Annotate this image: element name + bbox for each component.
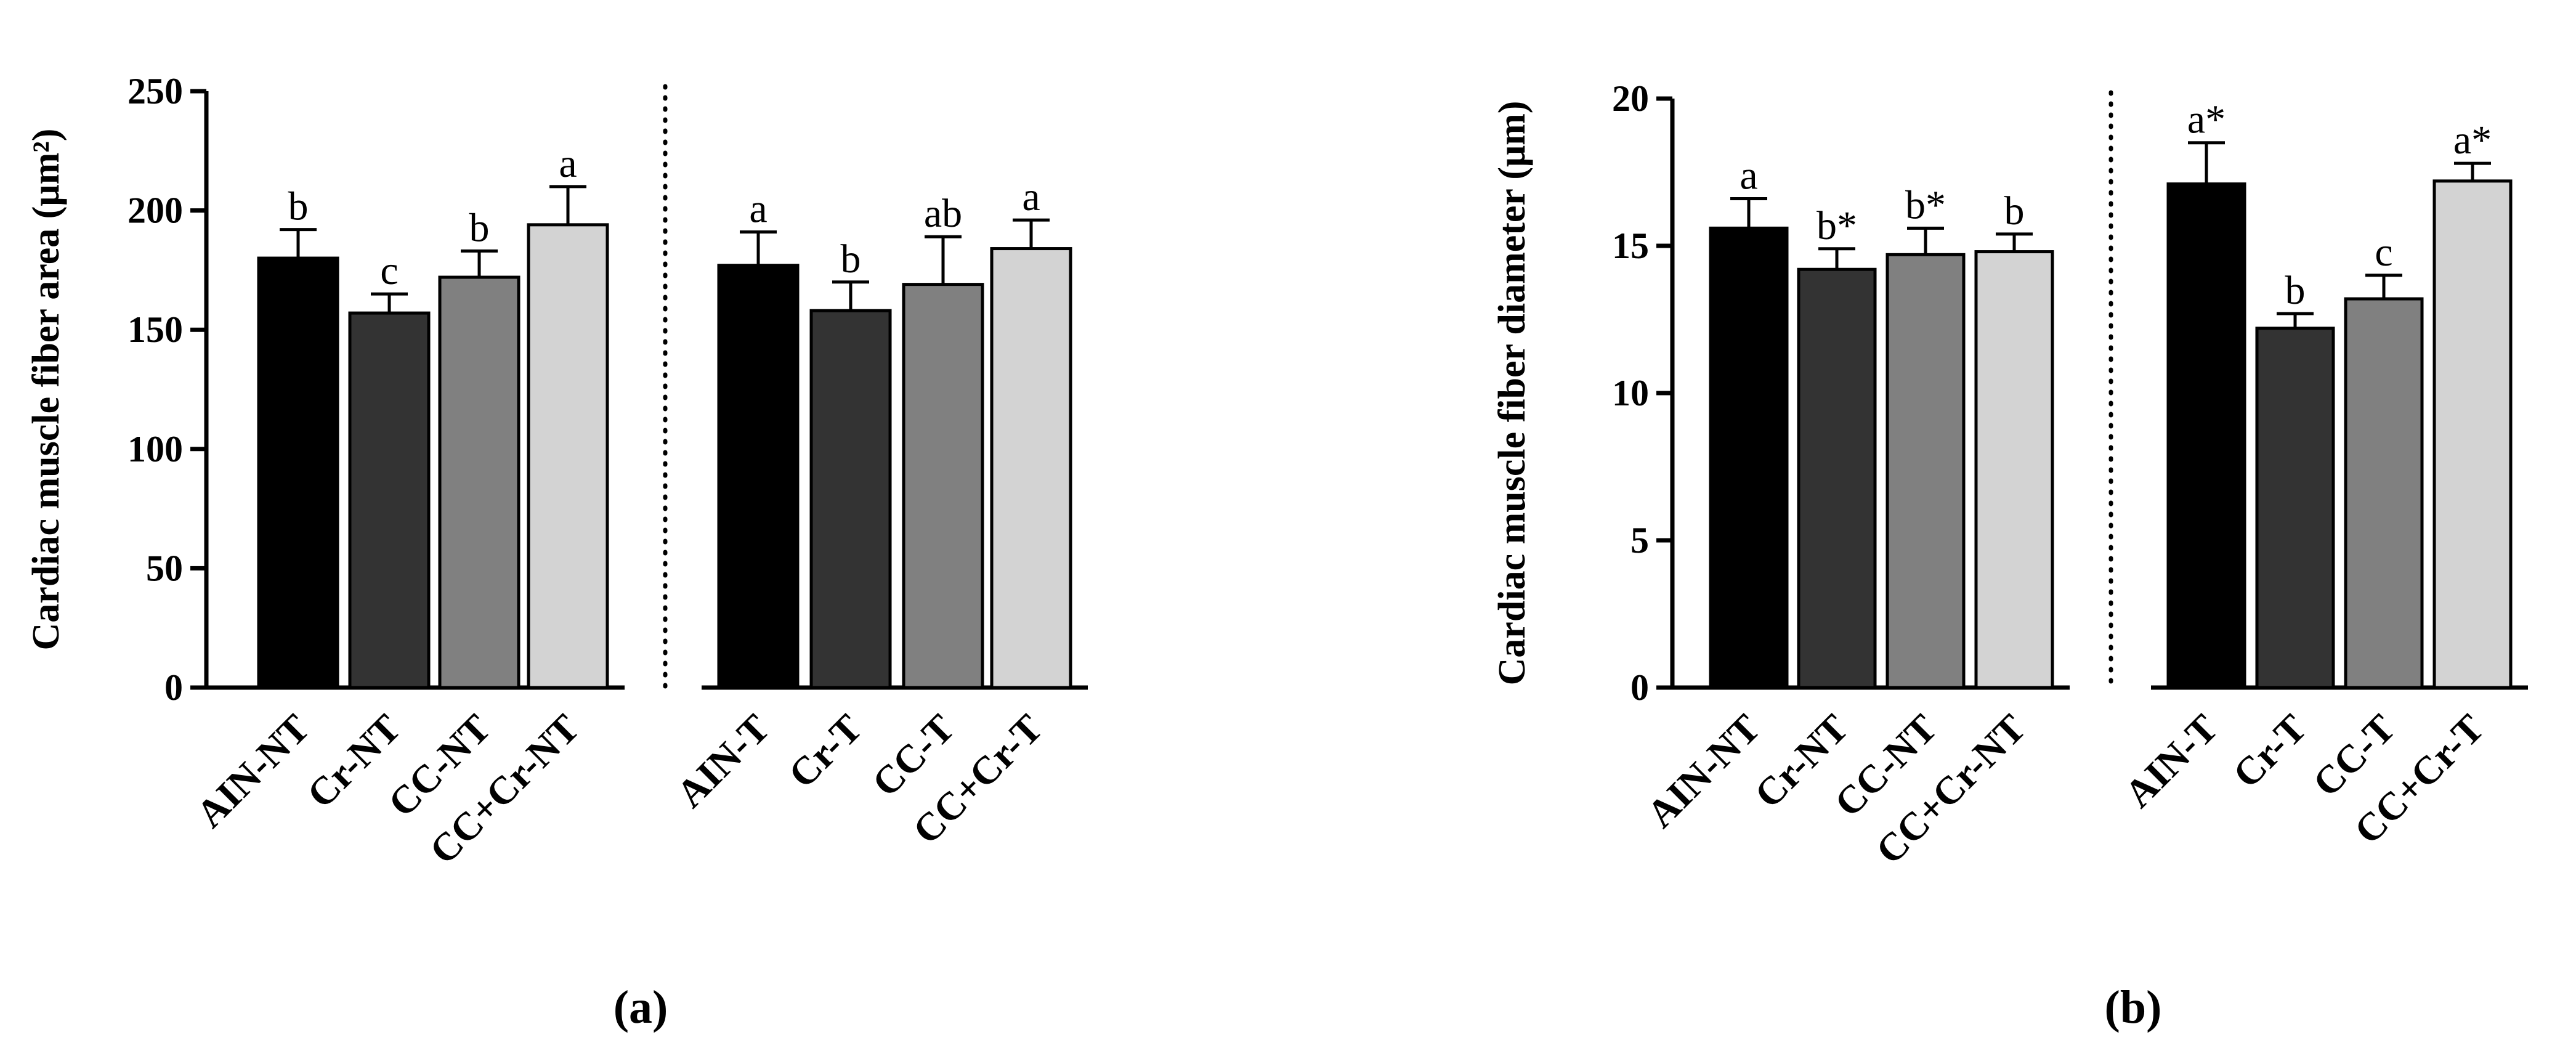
bar-cc-t [2344, 297, 2424, 689]
x-tick-label: AIN-NT [188, 706, 318, 836]
significance-label: c [380, 248, 398, 293]
significance-label: b [2004, 189, 2025, 234]
y-tick-label: 150 [128, 309, 183, 350]
panel-label-a: (a) [614, 981, 668, 1033]
significance-label: a* [2187, 97, 2226, 142]
bar-ain-nt [257, 256, 339, 689]
significance-label: a [749, 186, 767, 231]
significance-label: a* [2453, 118, 2492, 163]
bar-ccpluscr-nt [527, 223, 609, 689]
x-tick-label: AIN-T [668, 706, 777, 816]
bar-cr-nt [1797, 267, 1877, 689]
y-tick-label: 10 [1612, 373, 1649, 413]
bar-ain-t [717, 264, 800, 689]
panel-label-b: (b) [2105, 981, 2162, 1033]
y-tick-label: 15 [1612, 225, 1649, 266]
significance-label: c [2375, 230, 2392, 275]
significance-label: a [559, 141, 577, 186]
significance-label: b* [1817, 203, 1857, 248]
y-tick-label: 20 [1612, 78, 1649, 119]
y-tick-label: 0 [164, 667, 183, 708]
x-tick-label: AIN-T [2116, 706, 2226, 816]
bar-cc-nt [1885, 253, 1966, 689]
chart-panel-b: 0 5 10 15 20 Cardiac muscle fiber diameter (μ… [1491, 78, 2528, 1033]
significance-label: b [2285, 268, 2306, 313]
bar-cc-nt [438, 275, 520, 689]
significance-label: b [469, 205, 490, 250]
y-tick-label: 250 [128, 71, 183, 112]
bar-cc-t [902, 283, 984, 689]
y-tick-label: 0 [1630, 667, 1649, 708]
y-axis-label: Cardiac muscle fiber diameter (μm) [1491, 101, 1533, 686]
bar-ccpluscr-nt [1974, 250, 2054, 689]
significance-label: b [288, 184, 309, 229]
bar-cr-nt [348, 311, 431, 689]
bar-ccpluscr-t [990, 247, 1072, 689]
x-tick-label: Cr-T [780, 706, 870, 797]
bar-cr-t [2255, 327, 2335, 689]
chart-panel-a: 0 50 100 150 200 250 Cardiac muscle fiber area… [25, 71, 1088, 1033]
significance-label: b [841, 237, 861, 282]
y-tick-label: 50 [146, 548, 183, 588]
significance-label: b* [1905, 182, 1946, 227]
significance-label: a [1022, 174, 1040, 219]
bar-ccpluscr-t [2432, 179, 2513, 689]
y-tick-label: 5 [1630, 520, 1649, 561]
significance-label: a [1740, 153, 1757, 198]
bar-ain-t [2166, 182, 2246, 689]
significance-label: ab [924, 191, 962, 236]
bar-cr-t [809, 309, 892, 689]
bar-ain-nt [1709, 226, 1789, 689]
y-tick-label: 200 [128, 190, 183, 231]
x-tick-label: AIN-NT [1638, 706, 1768, 836]
y-axis-label: Cardiac muscle fiber area (μm²) [25, 129, 67, 651]
x-tick-label: Cr-T [2224, 706, 2315, 797]
y-tick-label: 100 [128, 429, 183, 469]
